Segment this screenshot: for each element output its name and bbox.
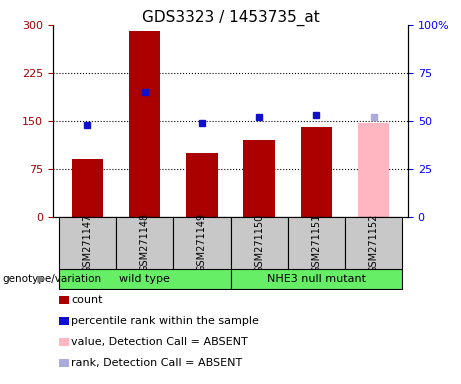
Text: NHE3 null mutant: NHE3 null mutant [267, 274, 366, 285]
Text: GSM271151: GSM271151 [311, 213, 321, 273]
Bar [71, 159, 103, 217]
Text: value, Detection Call = ABSENT: value, Detection Call = ABSENT [71, 337, 248, 347]
Bar [301, 127, 332, 217]
Bar [358, 123, 390, 217]
Bar [173, 217, 230, 269]
Bar [59, 317, 69, 325]
Text: count: count [71, 295, 103, 305]
Text: wild type: wild type [119, 274, 170, 285]
Text: GSM271152: GSM271152 [369, 213, 378, 273]
Bar [59, 338, 69, 346]
Text: GSM271148: GSM271148 [140, 214, 150, 272]
Text: GSM271150: GSM271150 [254, 213, 264, 273]
Bar [116, 217, 173, 269]
Bar [345, 217, 402, 269]
Text: rank, Detection Call = ABSENT: rank, Detection Call = ABSENT [71, 358, 242, 368]
Bar [59, 359, 69, 367]
Bar [59, 296, 69, 304]
Bar [186, 153, 218, 217]
Bar [230, 269, 402, 290]
Bar [288, 217, 345, 269]
Text: genotype/variation: genotype/variation [2, 274, 101, 285]
Bar [59, 269, 230, 290]
Bar [243, 140, 275, 217]
Text: GSM271149: GSM271149 [197, 214, 207, 272]
Bar [59, 217, 116, 269]
Bar [129, 31, 160, 217]
Text: percentile rank within the sample: percentile rank within the sample [71, 316, 260, 326]
Text: GSM271147: GSM271147 [83, 213, 92, 273]
Text: GDS3323 / 1453735_at: GDS3323 / 1453735_at [142, 10, 319, 26]
Bar [230, 217, 288, 269]
